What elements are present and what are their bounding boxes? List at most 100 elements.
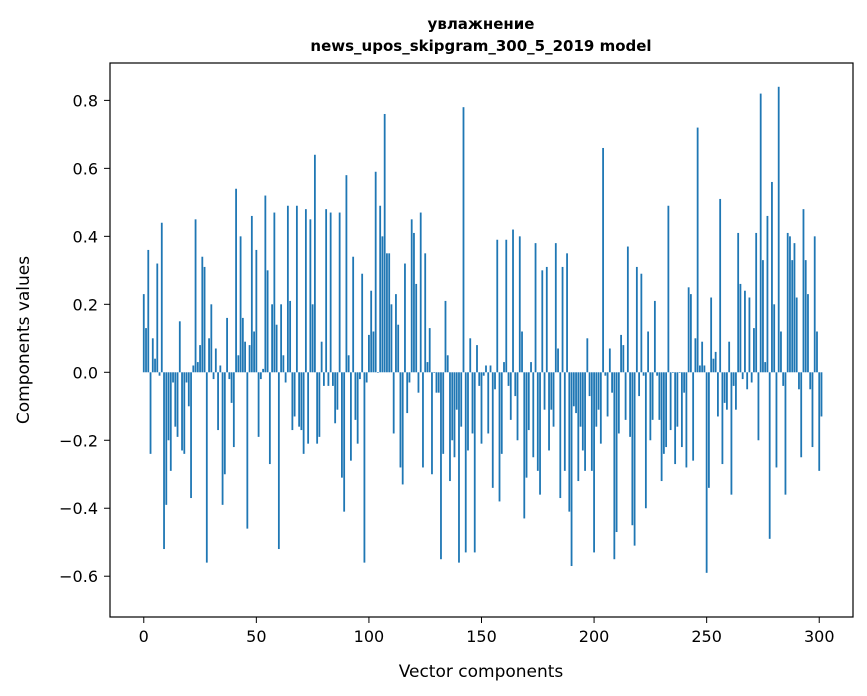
bar [386, 253, 388, 373]
bar [730, 372, 733, 495]
x-axis: 0 50 100 150 200 250 300 [139, 617, 835, 646]
bar [512, 229, 514, 373]
bar [527, 372, 530, 431]
bar [433, 372, 436, 373]
bar [566, 253, 568, 373]
bar [462, 107, 465, 373]
bar [498, 372, 501, 502]
bar [325, 209, 328, 373]
bar [255, 249, 258, 373]
bar [613, 372, 616, 560]
bar [631, 372, 634, 526]
bar [194, 219, 197, 373]
bar [550, 372, 553, 410]
bar [545, 266, 548, 373]
bar [390, 304, 393, 373]
bar [800, 372, 803, 458]
bar [163, 372, 165, 550]
bar [428, 328, 431, 373]
bar [669, 372, 672, 431]
bar [322, 372, 325, 386]
bar [543, 372, 546, 410]
bar [156, 263, 159, 373]
bar [489, 365, 492, 373]
bar [482, 372, 485, 376]
bar [620, 334, 622, 373]
bar [509, 372, 512, 420]
bar [757, 372, 760, 441]
bar [169, 372, 172, 471]
bar [521, 331, 523, 373]
bar [617, 372, 620, 434]
bar [584, 372, 586, 471]
bar [622, 345, 625, 373]
bar [341, 372, 343, 478]
bar [590, 372, 593, 471]
x-tick-label: 50 [246, 627, 266, 646]
bar [467, 372, 469, 451]
bar [820, 372, 823, 417]
bar [642, 372, 645, 376]
bar [674, 372, 677, 465]
bar [629, 372, 631, 437]
bar [415, 283, 418, 373]
bar [786, 232, 789, 373]
bar [811, 372, 814, 448]
bar [408, 372, 411, 383]
bar [431, 372, 433, 475]
bar [451, 372, 454, 441]
bar [264, 195, 267, 373]
bar [599, 372, 602, 444]
bar [487, 372, 490, 434]
bar [230, 372, 233, 403]
bar [759, 93, 762, 373]
bar [165, 372, 168, 505]
bar [145, 328, 147, 373]
y-tick-label: 0.8 [73, 91, 98, 110]
bar [624, 372, 627, 420]
bar [226, 317, 228, 373]
y-tick-label: 0.2 [73, 295, 98, 314]
bar [253, 331, 255, 373]
bar [219, 365, 222, 373]
bar [208, 338, 210, 373]
bar [388, 253, 391, 373]
bar [577, 372, 580, 482]
bar [775, 372, 778, 468]
bar [311, 304, 314, 373]
bar [608, 348, 611, 373]
bar [773, 304, 776, 373]
bar [575, 372, 577, 414]
bar [142, 294, 145, 373]
bar [746, 372, 749, 390]
bar [662, 372, 665, 454]
bar [372, 331, 375, 373]
bar [739, 283, 742, 373]
bar [714, 351, 717, 373]
bar [239, 236, 242, 373]
bar [703, 365, 706, 373]
bar [777, 86, 780, 373]
bar [259, 372, 262, 380]
bar [680, 372, 683, 448]
bar [649, 372, 652, 441]
bar [541, 270, 544, 373]
bar [762, 260, 764, 373]
bar [471, 372, 474, 434]
bar [147, 249, 150, 373]
bar [298, 372, 301, 427]
bar [300, 372, 303, 431]
bar [302, 372, 305, 454]
bar [588, 372, 591, 397]
y-tick-label: 0.6 [73, 159, 98, 178]
bar [406, 372, 409, 414]
bar [557, 348, 559, 373]
bar [196, 362, 199, 373]
bar [802, 209, 805, 373]
bar [235, 188, 237, 373]
bar [158, 372, 161, 376]
bar [685, 372, 688, 468]
x-tick-label: 200 [579, 627, 610, 646]
bar [494, 372, 496, 390]
